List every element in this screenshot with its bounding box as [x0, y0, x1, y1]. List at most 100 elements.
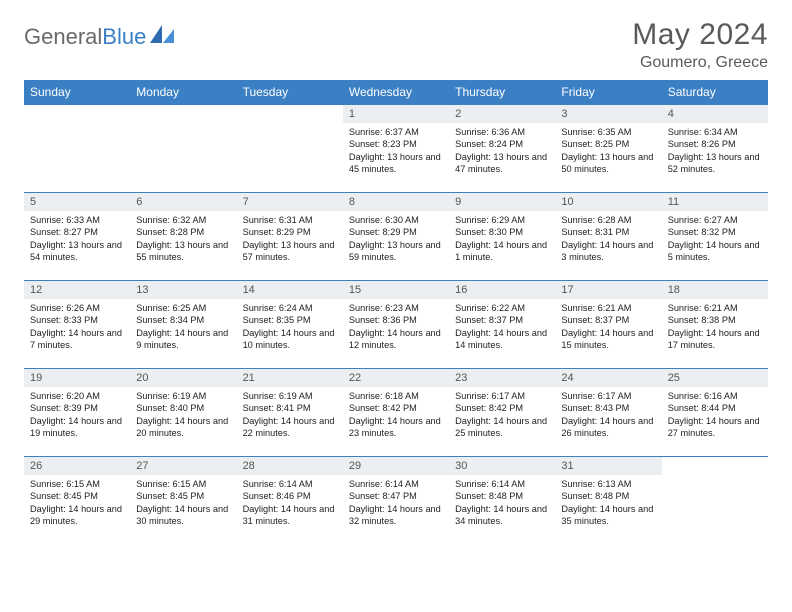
- day-header: Saturday: [662, 80, 768, 105]
- day-info: Sunrise: 6:19 AMSunset: 8:40 PMDaylight:…: [130, 387, 236, 444]
- sunset-line: Sunset: 8:42 PM: [349, 402, 443, 414]
- sunrise-line: Sunrise: 6:14 AM: [243, 478, 337, 490]
- day-number: 27: [130, 457, 236, 475]
- sunset-line: Sunset: 8:48 PM: [561, 490, 655, 502]
- day-info: Sunrise: 6:15 AMSunset: 8:45 PMDaylight:…: [130, 475, 236, 532]
- daylight-line: Daylight: 14 hours and 20 minutes.: [136, 415, 230, 440]
- sunset-line: Sunset: 8:26 PM: [668, 138, 762, 150]
- sunset-line: Sunset: 8:31 PM: [561, 226, 655, 238]
- brand-logo: GeneralBlue: [24, 24, 176, 50]
- sunrise-line: Sunrise: 6:27 AM: [668, 214, 762, 226]
- calendar-cell: 19Sunrise: 6:20 AMSunset: 8:39 PMDayligh…: [24, 369, 130, 457]
- day-number: 21: [237, 369, 343, 387]
- day-header: Friday: [555, 80, 661, 105]
- sunset-line: Sunset: 8:37 PM: [561, 314, 655, 326]
- sunset-line: Sunset: 8:42 PM: [455, 402, 549, 414]
- day-info: Sunrise: 6:32 AMSunset: 8:28 PMDaylight:…: [130, 211, 236, 268]
- sail-icon: [150, 25, 176, 50]
- sunset-line: Sunset: 8:32 PM: [668, 226, 762, 238]
- sunset-line: Sunset: 8:40 PM: [136, 402, 230, 414]
- calendar-row: 26Sunrise: 6:15 AMSunset: 8:45 PMDayligh…: [24, 457, 768, 545]
- daylight-line: Daylight: 14 hours and 7 minutes.: [30, 327, 124, 352]
- sunset-line: Sunset: 8:27 PM: [30, 226, 124, 238]
- day-number: 11: [662, 193, 768, 211]
- day-number: 29: [343, 457, 449, 475]
- day-number: 4: [662, 105, 768, 123]
- calendar-cell: 28Sunrise: 6:14 AMSunset: 8:46 PMDayligh…: [237, 457, 343, 545]
- sunset-line: Sunset: 8:45 PM: [136, 490, 230, 502]
- day-header: Sunday: [24, 80, 130, 105]
- daylight-line: Daylight: 13 hours and 47 minutes.: [455, 151, 549, 176]
- day-number: 9: [449, 193, 555, 211]
- day-number: 17: [555, 281, 661, 299]
- sunrise-line: Sunrise: 6:19 AM: [243, 390, 337, 402]
- sunset-line: Sunset: 8:30 PM: [455, 226, 549, 238]
- day-info: Sunrise: 6:28 AMSunset: 8:31 PMDaylight:…: [555, 211, 661, 268]
- sunrise-line: Sunrise: 6:33 AM: [30, 214, 124, 226]
- sunset-line: Sunset: 8:34 PM: [136, 314, 230, 326]
- calendar-cell: 29Sunrise: 6:14 AMSunset: 8:47 PMDayligh…: [343, 457, 449, 545]
- sunrise-line: Sunrise: 6:29 AM: [455, 214, 549, 226]
- brand-part1: General: [24, 24, 102, 49]
- day-number: 24: [555, 369, 661, 387]
- calendar-cell: 4Sunrise: 6:34 AMSunset: 8:26 PMDaylight…: [662, 105, 768, 193]
- calendar-cell: [237, 105, 343, 193]
- day-number: 18: [662, 281, 768, 299]
- sunrise-line: Sunrise: 6:30 AM: [349, 214, 443, 226]
- day-header: Wednesday: [343, 80, 449, 105]
- day-info: Sunrise: 6:17 AMSunset: 8:42 PMDaylight:…: [449, 387, 555, 444]
- calendar-cell: 17Sunrise: 6:21 AMSunset: 8:37 PMDayligh…: [555, 281, 661, 369]
- sunset-line: Sunset: 8:47 PM: [349, 490, 443, 502]
- calendar-cell: 9Sunrise: 6:29 AMSunset: 8:30 PMDaylight…: [449, 193, 555, 281]
- sunrise-line: Sunrise: 6:15 AM: [136, 478, 230, 490]
- sunset-line: Sunset: 8:39 PM: [30, 402, 124, 414]
- day-info: Sunrise: 6:31 AMSunset: 8:29 PMDaylight:…: [237, 211, 343, 268]
- calendar-cell: 13Sunrise: 6:25 AMSunset: 8:34 PMDayligh…: [130, 281, 236, 369]
- day-number: 16: [449, 281, 555, 299]
- location-label: Goumero, Greece: [632, 54, 768, 72]
- sunrise-line: Sunrise: 6:31 AM: [243, 214, 337, 226]
- sunrise-line: Sunrise: 6:13 AM: [561, 478, 655, 490]
- daylight-line: Daylight: 14 hours and 5 minutes.: [668, 239, 762, 264]
- sunrise-line: Sunrise: 6:28 AM: [561, 214, 655, 226]
- daylight-line: Daylight: 14 hours and 32 minutes.: [349, 503, 443, 528]
- calendar-cell: 20Sunrise: 6:19 AMSunset: 8:40 PMDayligh…: [130, 369, 236, 457]
- month-title: May 2024: [632, 18, 768, 52]
- calendar-cell: 27Sunrise: 6:15 AMSunset: 8:45 PMDayligh…: [130, 457, 236, 545]
- daylight-line: Daylight: 13 hours and 59 minutes.: [349, 239, 443, 264]
- day-info: Sunrise: 6:16 AMSunset: 8:44 PMDaylight:…: [662, 387, 768, 444]
- sunrise-line: Sunrise: 6:18 AM: [349, 390, 443, 402]
- daylight-line: Daylight: 14 hours and 15 minutes.: [561, 327, 655, 352]
- daylight-line: Daylight: 14 hours and 29 minutes.: [30, 503, 124, 528]
- calendar-cell: 8Sunrise: 6:30 AMSunset: 8:29 PMDaylight…: [343, 193, 449, 281]
- daylight-line: Daylight: 14 hours and 34 minutes.: [455, 503, 549, 528]
- day-info: Sunrise: 6:24 AMSunset: 8:35 PMDaylight:…: [237, 299, 343, 356]
- calendar-cell: [130, 105, 236, 193]
- day-number: 5: [24, 193, 130, 211]
- calendar-cell: 30Sunrise: 6:14 AMSunset: 8:48 PMDayligh…: [449, 457, 555, 545]
- calendar-cell: 24Sunrise: 6:17 AMSunset: 8:43 PMDayligh…: [555, 369, 661, 457]
- day-number: 22: [343, 369, 449, 387]
- sunset-line: Sunset: 8:29 PM: [349, 226, 443, 238]
- sunrise-line: Sunrise: 6:23 AM: [349, 302, 443, 314]
- sunrise-line: Sunrise: 6:17 AM: [455, 390, 549, 402]
- calendar-cell: 6Sunrise: 6:32 AMSunset: 8:28 PMDaylight…: [130, 193, 236, 281]
- day-header: Monday: [130, 80, 236, 105]
- calendar-cell: 10Sunrise: 6:28 AMSunset: 8:31 PMDayligh…: [555, 193, 661, 281]
- day-info: Sunrise: 6:36 AMSunset: 8:24 PMDaylight:…: [449, 123, 555, 180]
- day-info: Sunrise: 6:22 AMSunset: 8:37 PMDaylight:…: [449, 299, 555, 356]
- day-number: [24, 105, 130, 123]
- calendar-row: 19Sunrise: 6:20 AMSunset: 8:39 PMDayligh…: [24, 369, 768, 457]
- day-info: Sunrise: 6:13 AMSunset: 8:48 PMDaylight:…: [555, 475, 661, 532]
- daylight-line: Daylight: 13 hours and 54 minutes.: [30, 239, 124, 264]
- sunset-line: Sunset: 8:48 PM: [455, 490, 549, 502]
- day-info: Sunrise: 6:17 AMSunset: 8:43 PMDaylight:…: [555, 387, 661, 444]
- sunset-line: Sunset: 8:37 PM: [455, 314, 549, 326]
- calendar-cell: 12Sunrise: 6:26 AMSunset: 8:33 PMDayligh…: [24, 281, 130, 369]
- page-header: GeneralBlue May 2024 Goumero, Greece: [24, 18, 768, 72]
- day-number: 23: [449, 369, 555, 387]
- sunset-line: Sunset: 8:29 PM: [243, 226, 337, 238]
- calendar-body: 1Sunrise: 6:37 AMSunset: 8:23 PMDaylight…: [24, 105, 768, 545]
- daylight-line: Daylight: 14 hours and 25 minutes.: [455, 415, 549, 440]
- day-number: 10: [555, 193, 661, 211]
